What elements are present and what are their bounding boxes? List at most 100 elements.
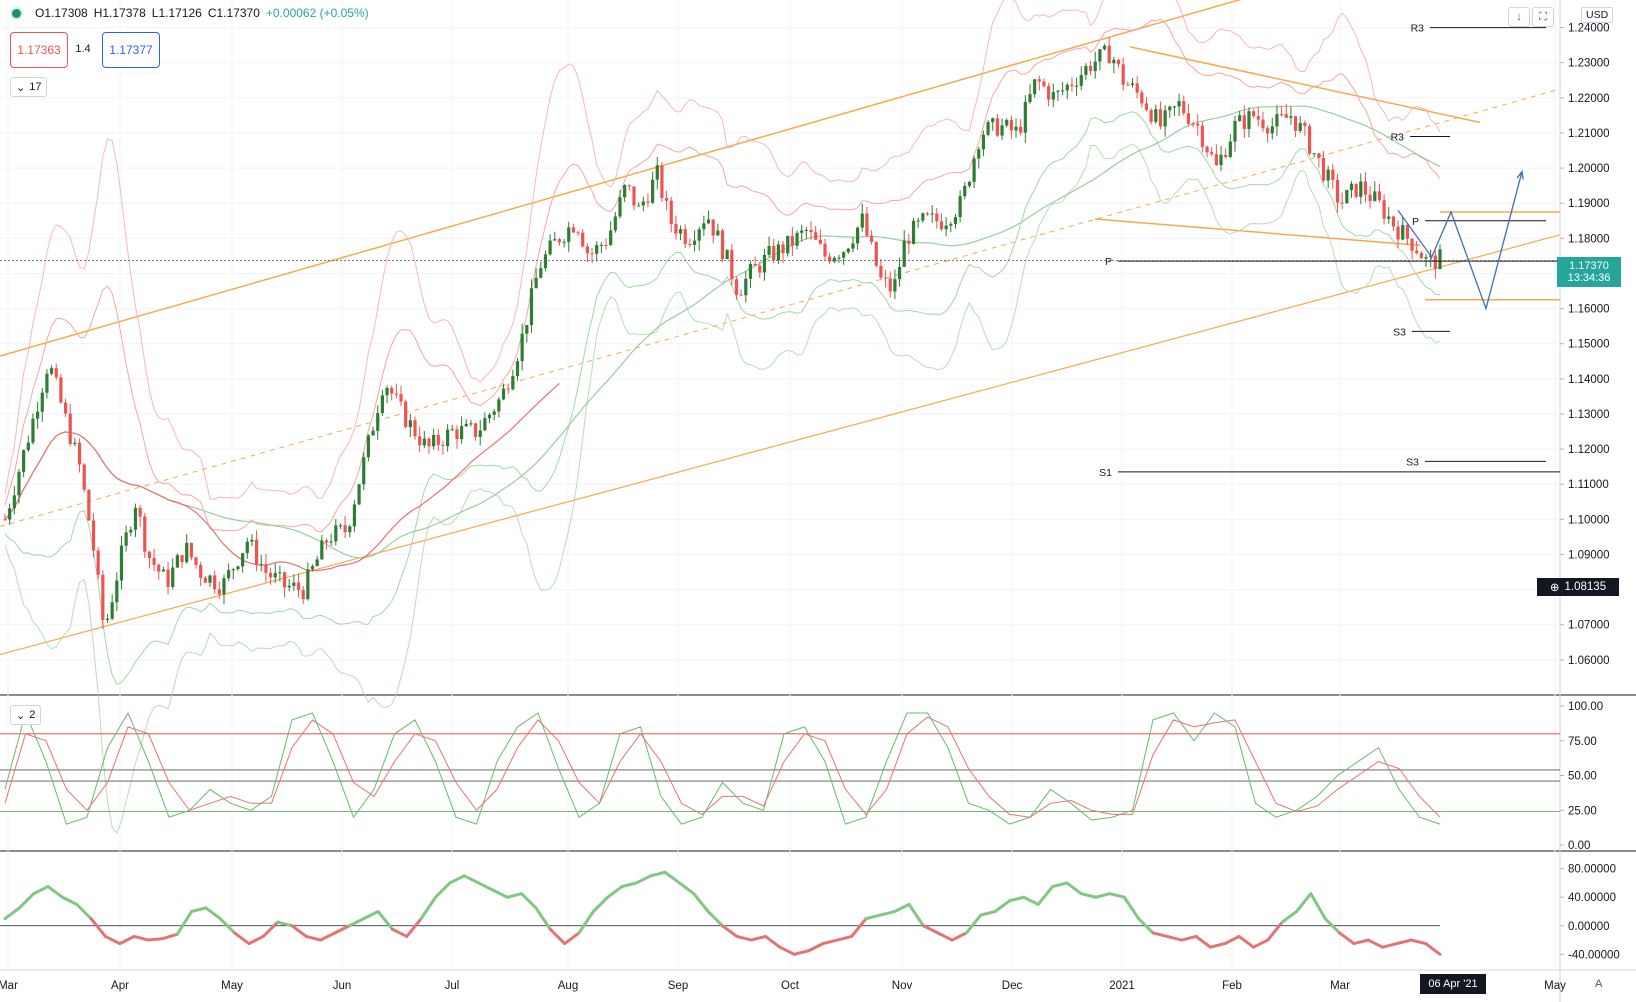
candle-body (487, 414, 492, 419)
buy-button[interactable]: 1.17377 (102, 32, 160, 68)
macd-segment (190, 906, 208, 913)
candle-body (539, 268, 543, 278)
macd-segment (1295, 892, 1313, 913)
macd-segment (419, 895, 437, 921)
pivot-level-label: P (1412, 216, 1419, 228)
candle-body (166, 569, 170, 587)
candle-body (893, 279, 897, 292)
candle-body (529, 288, 534, 325)
candle-body (1196, 123, 1200, 126)
indicators-toggle[interactable]: ⌄ 17 (10, 77, 48, 97)
candle-body (264, 564, 268, 573)
spread-value: 1.4 (72, 32, 94, 66)
candle-body (1312, 153, 1316, 155)
macd-segment (1309, 892, 1327, 921)
candle-body (185, 542, 189, 563)
last-price-label: 1.17370 13:34:36 (1557, 257, 1621, 287)
macd-segment (792, 949, 811, 956)
macd-segment (1008, 895, 1026, 903)
candle-body (837, 257, 841, 259)
crosshair-price: 1.08135 (1564, 581, 1607, 593)
macd-segment (347, 917, 366, 928)
candle-body (1121, 64, 1125, 85)
candle-body (604, 244, 608, 246)
candle-body (1415, 250, 1419, 253)
macd-segment (103, 934, 122, 946)
candle-body (119, 545, 124, 581)
candle-body (63, 402, 68, 414)
high-value: H1.17378 (93, 6, 146, 20)
candle-body (986, 122, 990, 135)
candle-body (129, 529, 133, 533)
crosshair-price-label[interactable]: ⊕ 1.08135 (1537, 578, 1619, 596)
candle-body (1033, 79, 1037, 95)
candle-body (953, 217, 958, 224)
down-arrow-icon[interactable]: ↓ (1508, 7, 1530, 27)
candle-body (1093, 61, 1097, 72)
candle-body (543, 254, 548, 269)
candle-body (1298, 122, 1302, 131)
macd-segment (1280, 910, 1298, 924)
macd-segment (1266, 920, 1284, 942)
x-tick-label: Sep (668, 980, 688, 992)
candle-body (1247, 111, 1251, 130)
candle-body (846, 248, 850, 253)
candle-body (613, 216, 617, 231)
x-tick-label: Feb (1222, 980, 1242, 992)
candle-body (1200, 125, 1204, 147)
bb-outer-lower (4, 143, 1441, 835)
stochastic-d-line (4, 716, 1441, 818)
candle-body (692, 240, 697, 245)
candle-body (860, 213, 864, 228)
candle-body (1377, 191, 1382, 201)
macd-segment (835, 934, 854, 942)
candle-body (1168, 106, 1172, 111)
candle-body (413, 420, 417, 437)
candle-body (40, 392, 44, 412)
sell-button[interactable]: 1.17363 (10, 32, 68, 68)
macd-segment (304, 934, 323, 942)
candle-body (1256, 116, 1260, 120)
maximize-icon[interactable]: ⛶ (1532, 7, 1554, 27)
candle-body (1252, 111, 1256, 117)
x-tick-label: Oct (781, 980, 800, 992)
candle-body (1023, 101, 1027, 133)
candle-body (427, 438, 431, 447)
symbol-dot-icon[interactable] (10, 6, 23, 20)
change-value: +0.00062 (+0.05%) (265, 6, 369, 20)
macd-segment (204, 906, 222, 921)
oscillator-toggle[interactable]: ⌄ 2 (10, 705, 42, 725)
macd-segment (649, 870, 667, 878)
auto-scale-button[interactable]: A (1595, 978, 1603, 990)
candle-body (77, 442, 82, 465)
macd-segment (147, 937, 165, 942)
currency-label[interactable]: USD (1581, 7, 1614, 23)
candlesticks (3, 37, 1442, 629)
macd-segment (477, 881, 495, 892)
y-tick-label: 1.11000 (1568, 479, 1609, 491)
candle-body (157, 564, 161, 572)
candle-body (1163, 110, 1167, 127)
plus-circle-icon[interactable]: ⊕ (1549, 582, 1560, 594)
macd-segment (692, 892, 710, 913)
osc-y-tick-label: 0.00 (1568, 840, 1590, 852)
candle-body (343, 525, 347, 533)
macd-segment (17, 892, 36, 910)
candle-body (1307, 126, 1312, 154)
candle-body (1340, 202, 1344, 204)
y-tick-label: 1.14000 (1568, 374, 1610, 386)
candle-body (856, 227, 860, 244)
y-tick-label: 1.15000 (1568, 339, 1610, 351)
candle-body (1289, 116, 1293, 118)
macd-segment (634, 874, 653, 885)
candle-body (3, 519, 7, 521)
macd-segment (706, 910, 724, 928)
candle-body (595, 244, 599, 254)
macd-segment (850, 917, 868, 938)
candle-body (1186, 113, 1191, 124)
candle-body (380, 395, 384, 414)
candle-body (287, 585, 291, 588)
chevron-down-icon: ⌄ (16, 81, 26, 94)
pivot-level-label: S3 (1393, 326, 1406, 338)
